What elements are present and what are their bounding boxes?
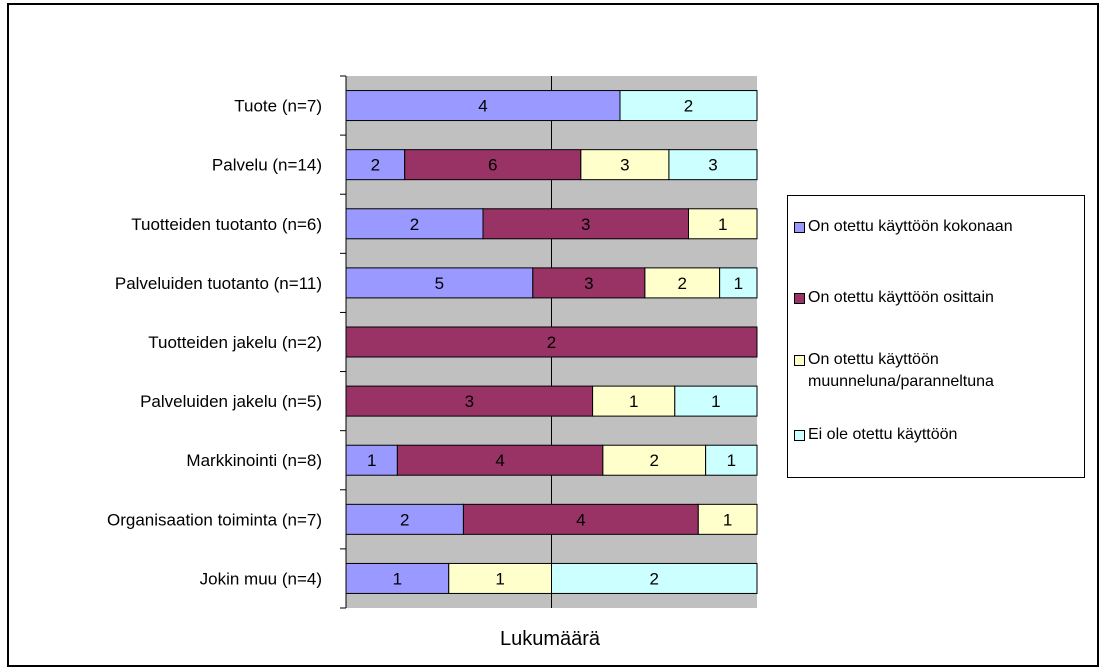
bar-segment xyxy=(345,444,398,476)
category-label: Tuotteiden jakelu (n=2) xyxy=(148,333,322,352)
data-label: 1 xyxy=(734,274,743,293)
bar-segment xyxy=(719,267,758,299)
bar-segment xyxy=(705,444,758,476)
bar-segment xyxy=(644,267,721,299)
legend-item-series-4: Ei ole otettu käyttöön xyxy=(794,424,957,446)
data-label: 2 xyxy=(678,274,687,293)
legend-swatch xyxy=(794,293,805,304)
data-label: 3 xyxy=(581,215,590,234)
bar-segment xyxy=(551,562,758,594)
data-label: 2 xyxy=(650,451,659,470)
data-label: 3 xyxy=(584,274,593,293)
legend-item-series-2: On otettu käyttöön osittain xyxy=(794,287,994,309)
data-label: 1 xyxy=(723,510,732,529)
bar-segment xyxy=(674,385,758,417)
data-label: 1 xyxy=(495,569,504,588)
data-label: 1 xyxy=(629,392,638,411)
bar-segment xyxy=(697,503,758,535)
category-label: Palveluiden jakelu (n=5) xyxy=(140,392,322,411)
data-label: 4 xyxy=(495,451,504,470)
legend-item-series-3: On otettu käyttöön muunneluna/paranneltu… xyxy=(794,349,994,393)
category-label: Tuotteiden tuotanto (n=6) xyxy=(131,215,322,234)
data-label: 2 xyxy=(400,510,409,529)
data-label: 1 xyxy=(727,451,736,470)
legend-label: On otettu käyttöön muunneluna/paranneltu… xyxy=(808,351,994,390)
legend-item-series-1: On otettu käyttöön kokonaan xyxy=(794,216,1013,238)
legend-swatch xyxy=(794,355,805,366)
bar-segment xyxy=(345,326,758,358)
bar-segment xyxy=(404,149,582,181)
legend-label: On otettu käyttöön kokonaan xyxy=(808,218,1013,235)
data-label: 2 xyxy=(650,569,659,588)
category-label: Organisaation toiminta (n=7) xyxy=(107,510,322,529)
data-label: 2 xyxy=(410,215,419,234)
bar-segment xyxy=(345,562,450,594)
data-label: 3 xyxy=(708,156,717,175)
data-label: 2 xyxy=(547,333,556,352)
data-label: 1 xyxy=(393,569,402,588)
bar-segment xyxy=(345,149,406,181)
data-label: 5 xyxy=(435,274,444,293)
x-axis-title: Lukumäärä xyxy=(499,628,601,650)
bar-segment xyxy=(532,267,646,299)
data-label: 2 xyxy=(684,97,693,116)
legend-swatch xyxy=(794,430,805,441)
bar-segment xyxy=(462,503,699,535)
bar-segment xyxy=(345,503,464,535)
category-label: Jokin muu (n=4) xyxy=(200,569,322,588)
data-label: 3 xyxy=(620,156,629,175)
data-label: 6 xyxy=(488,156,497,175)
legend-label: Ei ole otettu käyttöön xyxy=(808,426,958,443)
data-label: 1 xyxy=(367,451,376,470)
category-label: Palvelu (n=14) xyxy=(212,156,322,175)
bar-segment xyxy=(619,90,758,122)
legend-swatch xyxy=(794,222,805,233)
data-label: 4 xyxy=(478,97,487,116)
bar-segment xyxy=(396,444,604,476)
data-label: 3 xyxy=(465,392,474,411)
legend-label: On otettu käyttöön osittain xyxy=(808,289,994,306)
bar-segment xyxy=(482,208,689,240)
data-label: 1 xyxy=(718,215,727,234)
bar-segment xyxy=(688,208,758,240)
category-label: Markkinointi (n=8) xyxy=(186,451,322,470)
category-label: Tuote (n=7) xyxy=(234,97,322,116)
data-label: 2 xyxy=(371,156,380,175)
category-label: Palveluiden tuotanto (n=11) xyxy=(115,274,322,293)
data-label: 1 xyxy=(711,392,720,411)
bar-segment xyxy=(668,149,758,181)
bar-segment xyxy=(345,208,484,240)
bar-segment xyxy=(345,267,534,299)
data-label: 4 xyxy=(576,510,585,529)
chart-legend: On otettu käyttöön kokonaan On otettu kä… xyxy=(787,195,1085,478)
